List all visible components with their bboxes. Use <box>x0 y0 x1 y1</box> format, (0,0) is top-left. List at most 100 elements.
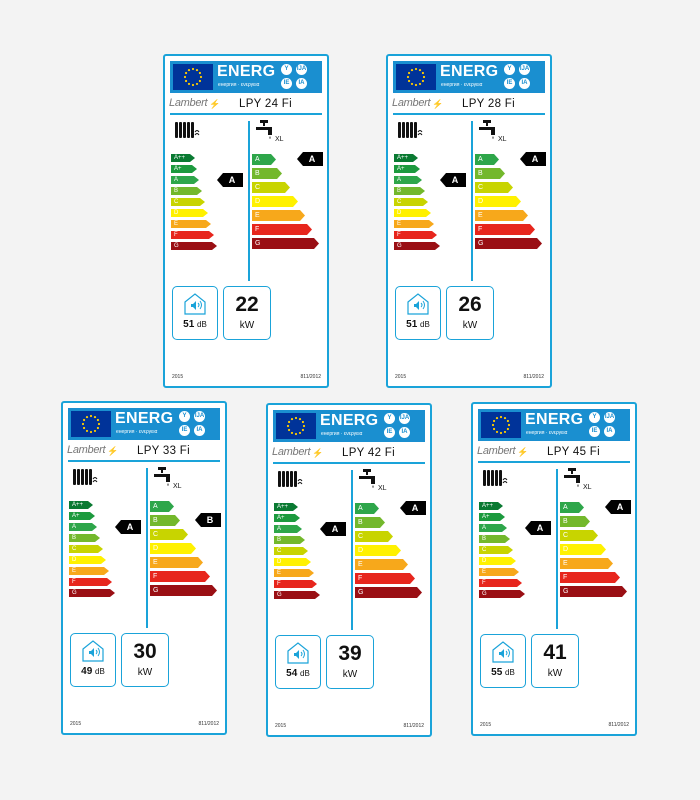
heating-scale-bar: C <box>479 546 513 554</box>
power-value: 26 <box>458 293 482 316</box>
brand-logo: Lambert <box>272 446 311 458</box>
noise-panel: 54 dB <box>275 635 321 689</box>
noise-value: 51 dB <box>406 319 430 330</box>
heating-scale-bar: A <box>479 524 507 532</box>
water-scale-bar: F <box>252 224 312 235</box>
heating-class-arrow: A <box>217 173 243 187</box>
water-scale-bar: G <box>252 238 319 249</box>
noise-value: 49 dB <box>81 666 105 677</box>
water-class-arrow: A <box>400 501 426 515</box>
energy-header: ENERG енергия · ενεργεια Y IJA IE IA <box>393 61 545 93</box>
eu-flag-icon <box>396 64 436 90</box>
energy-header: ENERG енергия · ενεργεια Y IJA IE IA <box>68 408 220 440</box>
water-scale-bar: F <box>475 224 535 235</box>
model-name: LPY 33 Fi <box>137 445 190 457</box>
energy-label-card-1: ENERG енергия · ενεργεια Y IJA IE IA Lam… <box>163 54 329 388</box>
column-divider <box>248 121 250 281</box>
year-label: 2015 <box>480 722 492 728</box>
heating-scale-bar: C <box>274 547 308 555</box>
heating-scale-bar: G <box>394 242 440 250</box>
water-tap-icon <box>477 120 499 145</box>
energ-subtitle: енергия · ενεργεια <box>526 430 568 436</box>
lang-code-y: Y <box>179 411 190 422</box>
heating-scale-bar: A+ <box>171 165 197 173</box>
lang-code-ie: IE <box>179 425 190 436</box>
brand-swoosh-icon: ⚡ <box>312 448 324 458</box>
heating-scale-bar: A++ <box>274 503 298 511</box>
brand-logo: Lambert <box>477 445 516 457</box>
brand-swoosh-icon: ⚡ <box>432 99 444 109</box>
column-divider <box>351 470 353 630</box>
tap-size-label: XL <box>378 485 387 492</box>
lang-code-ia: IA <box>194 425 205 436</box>
heating-class-arrow: A <box>320 522 346 536</box>
power-panel: 22 kW <box>223 286 271 340</box>
lang-code-ia: IA <box>296 78 307 89</box>
regulation-label: 811/2012 <box>523 374 544 380</box>
water-tap-icon <box>357 469 379 494</box>
heating-scale-bar: A <box>394 176 422 184</box>
heating-efficiency-scale: A++ A+ A B C D E F G <box>479 502 525 601</box>
lang-code-ija: IJA <box>604 412 615 423</box>
radiator-icon <box>482 468 508 493</box>
heating-scale-bar: F <box>394 231 437 239</box>
noise-value: 55 dB <box>491 667 515 678</box>
energ-title: ENERG <box>115 410 174 427</box>
water-scale-bar: E <box>150 557 203 568</box>
water-scale-bar: B <box>355 517 385 528</box>
noise-panel: 51 dB <box>172 286 218 340</box>
water-class-arrow: A <box>297 152 323 166</box>
heating-scale-bar: A+ <box>274 514 300 522</box>
model-name: LPY 45 Fi <box>547 446 600 458</box>
noise-panel: 49 dB <box>70 633 116 687</box>
heating-scale-bar: E <box>69 567 109 575</box>
brand-swoosh-icon: ⚡ <box>107 446 119 456</box>
energy-label-card-2: ENERG енергия · ενεργεια Y IJA IE IA Lam… <box>386 54 552 388</box>
lang-code-ia: IA <box>399 427 410 438</box>
lang-code-y: Y <box>384 413 395 424</box>
heating-scale-bar: F <box>171 231 214 239</box>
water-scale-bar: D <box>560 544 606 555</box>
heating-scale-bar: E <box>171 220 211 228</box>
sound-house-icon <box>182 292 208 321</box>
energ-subtitle: енергия · ενεργεια <box>321 431 363 437</box>
energ-title: ENERG <box>440 63 499 80</box>
power-panel: 30 kW <box>121 633 169 687</box>
water-scale-bar: F <box>150 571 210 582</box>
water-scale-bar: F <box>355 573 415 584</box>
model-name: LPY 28 Fi <box>462 98 515 110</box>
eu-flag-icon <box>173 64 213 90</box>
year-label: 2015 <box>70 721 82 727</box>
energ-subtitle: енергия · ενεργεια <box>441 82 483 88</box>
radiator-icon <box>72 467 98 492</box>
year-label: 2015 <box>275 723 287 729</box>
heating-scale-bar: F <box>69 578 112 586</box>
water-class-arrow: A <box>520 152 546 166</box>
heating-scale-bar: A+ <box>69 512 95 520</box>
tap-size-label: XL <box>583 484 592 491</box>
tap-size-label: XL <box>173 483 182 490</box>
sound-house-icon <box>285 641 311 670</box>
heating-scale-bar: G <box>69 589 115 597</box>
eu-flag-icon <box>276 413 316 439</box>
heating-scale-bar: F <box>479 579 522 587</box>
heating-scale-bar: A++ <box>479 502 503 510</box>
heating-scale-bar: E <box>274 569 314 577</box>
power-panel: 41 kW <box>531 634 579 688</box>
heating-efficiency-scale: A++ A+ A B C D E F G <box>171 154 217 253</box>
lang-code-ija: IJA <box>399 413 410 424</box>
water-scale-bar: C <box>475 182 513 193</box>
heating-scale-bar: C <box>394 198 428 206</box>
power-panel: 39 kW <box>326 635 374 689</box>
water-scale-bar: E <box>475 210 528 221</box>
lang-code-ia: IA <box>519 78 530 89</box>
power-unit: kW <box>547 668 563 679</box>
regulation-label: 811/2012 <box>300 374 321 380</box>
heating-scale-bar: A <box>69 523 97 531</box>
energ-title: ENERG <box>217 63 276 80</box>
heating-scale-bar: G <box>274 591 320 599</box>
